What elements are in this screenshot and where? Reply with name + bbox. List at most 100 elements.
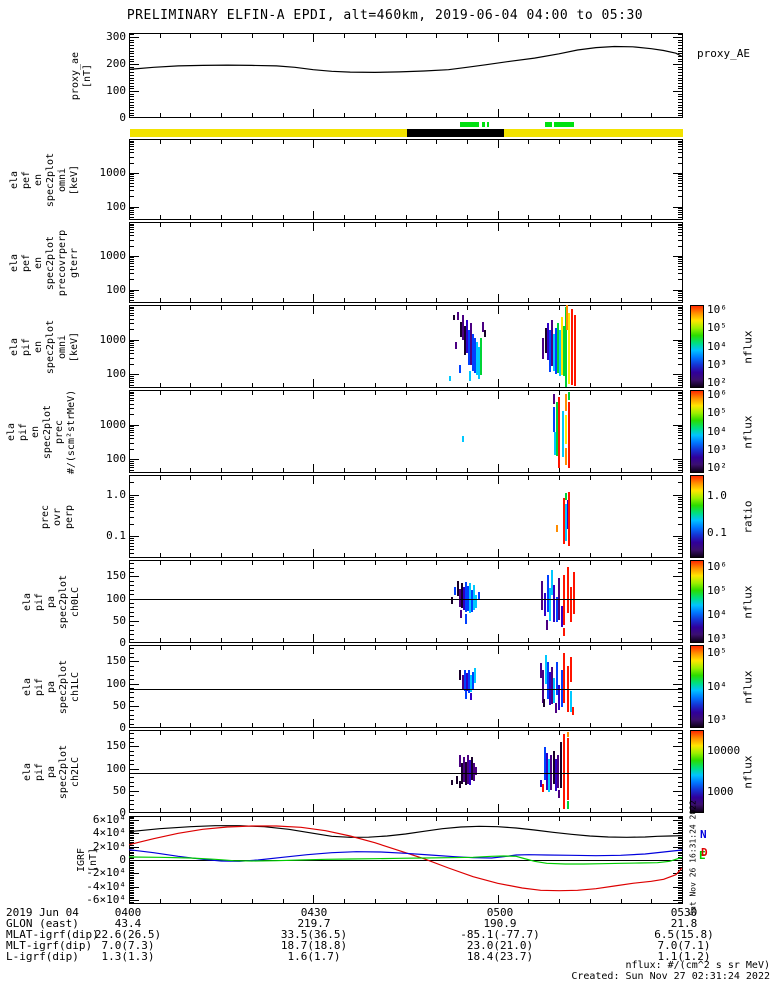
y-tick-label: 150 [106, 569, 126, 583]
page-title: PRELIMINARY ELFIN-A EPDI, alt=460km, 201… [126, 8, 644, 23]
colorbar-tick-label: 10² [707, 461, 727, 475]
spectrogram-streaks [451, 732, 569, 809]
colorbar-tick-label: 10⁶ [707, 387, 727, 401]
axis-label-pef-en-precovrperp: ela pef en spec2plot precovrperp gterr [9, 229, 80, 296]
y-tick-label: 0 [119, 111, 126, 124]
ephemeris-value: -85.1(-77.7) [460, 928, 540, 941]
ephemeris-value: 22.6(26.5) [94, 928, 162, 941]
ephemeris-row-label: L-igrf(dip) [6, 950, 79, 963]
colorbar-tick-label: 10⁵ [707, 646, 727, 660]
y-tick-label: 100 [106, 282, 126, 296]
colorbar-tick-label: 10³ [707, 631, 727, 645]
igrf-legend-D: D [701, 846, 708, 859]
status-bar-black-segment [407, 129, 504, 137]
nflux-units-note: nflux: #/(cm^2 s sr MeV) [625, 960, 771, 971]
colorbar-tick-label: 10⁶ [707, 302, 727, 316]
panel-pif-pa-ch0lc [129, 560, 683, 643]
ephemeris-value: 1.1(1.2) [657, 950, 711, 963]
colorbar-tick-label: 10000 [707, 743, 741, 757]
colorbar-pif-en-prec [690, 390, 704, 473]
y-tick-label: 1000 [99, 332, 127, 346]
spectrogram-streaks [556, 492, 570, 546]
colorbar-tick-label: 10² [707, 376, 727, 390]
series-Btotal [128, 825, 683, 838]
axis-label-pif-en-prec: ela pif en spec2plot prec #/(scm²strMeV) [6, 389, 77, 474]
colorbar-tick-label: 10⁴ [707, 339, 727, 353]
ephemeris-value: 21.8 [670, 917, 698, 930]
ephemeris-row-label: 2019 Jun 04 [6, 906, 79, 919]
y-tick-label: 0.1 [106, 529, 126, 543]
colorbar-tick-label: 10⁴ [707, 424, 727, 438]
y-tick-label: 100 [106, 591, 126, 605]
y-tick-label: 100 [106, 199, 126, 213]
axis-label-prec-ovr-perp: prec ovr perp [40, 504, 75, 529]
ephemeris-row-label: MLT-igrf(dip) [6, 939, 93, 952]
ephemeris-value: 6.5(15.8) [654, 928, 714, 941]
panel-pif-en-prec [129, 390, 683, 473]
y-tick-label: 100 [106, 676, 126, 690]
ephemeris-row-label: GLON (east) [6, 917, 79, 930]
colorbar-pif-pa-ch0lc [690, 560, 704, 643]
igrf-legend-E: E [699, 849, 706, 862]
panel-pef-en-precovrperp [129, 222, 683, 303]
created-timestamp: Created: Sun Nov 27 02:31:24 2022 [571, 971, 770, 982]
series-N [128, 849, 683, 862]
colorbar-tick-label: 10⁶ [707, 559, 727, 573]
axis-label-pef-en-omni: ela pef en spec2plot omni [keV] [9, 152, 80, 207]
ephemeris-value: 190.9 [483, 917, 517, 930]
y-tick-label: 150 [106, 739, 126, 753]
y-tick-label: 1000 [99, 248, 127, 262]
panel-pif-pa-ch2lc [129, 730, 683, 813]
availability-mark [482, 122, 485, 127]
axis-label-pif-pa-ch2lc: ela pif pa spec2plot ch2LC [22, 744, 81, 799]
spectrogram-streaks [459, 653, 574, 715]
colorbar-tick-label: 10⁵ [707, 583, 727, 597]
y-tick-label: 1.0 [106, 487, 126, 501]
panel-proxy-ae [128, 33, 683, 118]
ephemeris-value: 219.7 [297, 917, 331, 930]
y-tick-label: 0 [119, 853, 126, 866]
y-tick-label: 1000 [99, 165, 127, 179]
colorbar-pif-pa-ch1lc [690, 645, 704, 728]
spectrogram-streaks [449, 305, 576, 387]
colorbar-pif-pa-ch2lc [690, 730, 704, 813]
ephemeris-value: 18.4(23.7) [466, 950, 534, 963]
y-tick-label: 0 [119, 636, 126, 649]
ephemeris-value: 43.4 [114, 917, 142, 930]
series-proxy_AE [128, 45, 683, 74]
availability-mark [460, 122, 479, 127]
colorbar-tick-label: 1.0 [707, 488, 727, 502]
y-tick-label: 200 [106, 57, 126, 71]
y-tick-label: 50 [112, 783, 126, 797]
ephemeris-value: 23.0(21.0) [466, 939, 534, 952]
axis-label-proxy-ae: proxy_ae [nT] [70, 51, 93, 100]
axis-label-pif-pa-ch0lc: ela pif pa spec2plot ch0LC [22, 574, 81, 629]
colorbar-title: nflux [741, 754, 755, 789]
panel-pif-pa-ch1lc [129, 645, 683, 728]
panel-pef-en-omni [129, 139, 683, 220]
availability-mark [487, 122, 489, 127]
y-tick-label: 1000 [99, 417, 127, 431]
y-tick-label: -6×10⁴ [86, 893, 126, 906]
axis-label-pif-en-omni: ela pif en spec2plot omni [keV] [9, 319, 80, 374]
availability-mark [545, 122, 552, 127]
colorbar-tick-label: 10⁴ [707, 679, 727, 693]
axis-label-igrf: IGRF [nT] [76, 847, 99, 873]
ephemeris-value: 0500 [486, 906, 514, 919]
colorbar-pif-en-omni [690, 305, 704, 388]
right-label-proxy-ae: proxy_AE [697, 47, 750, 60]
colorbar-tick-label: 10⁵ [707, 321, 727, 335]
ephemeris-row-label: MLAT-igrf(dip) [6, 928, 99, 941]
y-tick-label: 50 [112, 613, 126, 627]
colorbar-title: nflux [741, 584, 755, 619]
y-tick-label: 100 [106, 761, 126, 775]
igrf-legend-N: N [700, 828, 707, 841]
ephemeris-value: 7.0(7.1) [657, 939, 711, 952]
colorbar-tick-label: 10⁵ [707, 406, 727, 420]
y-tick-label: 6×10⁴ [92, 813, 126, 826]
axis-label-pif-pa-ch1lc: ela pif pa spec2plot ch1LC [22, 659, 81, 714]
colorbar-prec-ovr-perp [690, 475, 704, 558]
ephemeris-value: 1.6(1.7) [287, 950, 341, 963]
